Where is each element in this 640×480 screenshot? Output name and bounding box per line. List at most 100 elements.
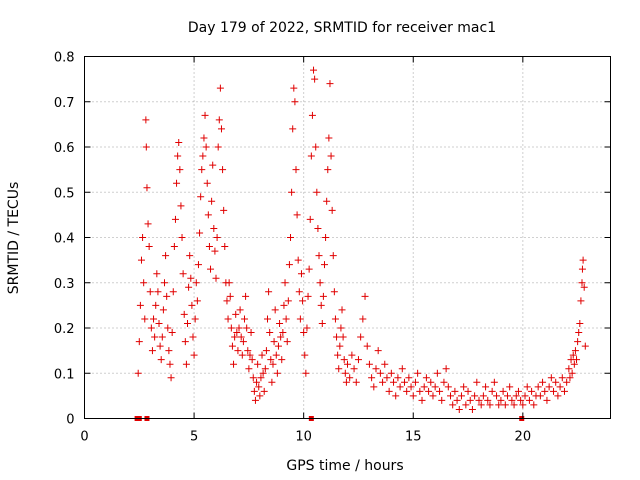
data-point [184,319,192,327]
data-point [214,143,222,151]
data-point [569,351,577,359]
data-point [407,383,415,391]
y-tick-label: 0.2 [54,322,75,337]
data-point [433,369,441,377]
data-point [330,288,338,296]
data-point [177,202,185,210]
data-point [181,338,189,346]
data-point [282,315,290,323]
data-point [223,297,231,305]
data-point [228,342,236,350]
data-point [350,365,358,373]
data-point [357,333,365,341]
data-point [242,292,250,300]
data-point [296,315,304,323]
data-point [536,392,544,400]
data-point [455,405,463,413]
data-point [390,378,398,386]
data-point [363,342,371,350]
data-point [198,166,206,174]
data-point [269,360,277,368]
data-point [460,383,468,391]
data-point [512,392,520,400]
data-point [155,319,163,327]
data-point [211,247,219,255]
data-point [159,306,167,314]
data-point [359,315,367,323]
data-point [444,383,452,391]
data-point [251,396,259,404]
data-point [368,374,376,382]
data-point [299,297,307,305]
data-point [449,401,457,409]
data-point [202,143,210,151]
data-point [308,111,316,119]
data-point [337,324,345,332]
data-point [310,66,318,74]
data-point [246,351,254,359]
data-point [188,301,196,309]
chart-title: Day 179 of 2022, SRMTID for receiver mac… [188,20,496,36]
data-point [425,387,433,395]
data-point [189,333,197,341]
data-point [323,197,331,205]
data-point [236,306,244,314]
data-point [570,360,578,368]
data-point [239,338,247,346]
data-point [152,301,160,309]
data-point [521,392,529,400]
data-point [139,234,147,241]
data-point [335,365,343,373]
data-point [294,256,302,264]
data-point [427,378,435,386]
data-point [160,279,168,287]
data-point [385,387,393,395]
data-point [196,229,204,237]
data-point [175,138,183,146]
data-point [387,369,395,377]
data-point [164,324,172,332]
data-point [306,215,314,223]
y-tick-label: 0.1 [54,367,75,382]
data-point [274,342,282,350]
data-point [280,301,288,309]
data-point [212,274,220,282]
data-point [231,333,239,341]
data-point [482,383,490,391]
data-point [283,338,291,346]
data-point [224,315,232,323]
data-point [411,378,419,386]
data-point [514,387,522,395]
data-point [315,252,323,260]
data-point [301,351,309,359]
data-point [209,161,217,169]
data-point [254,360,262,368]
data-point [438,396,446,404]
data-point [137,256,145,264]
data-point [541,387,549,395]
data-point [249,374,257,382]
data-point [272,351,280,359]
data-point [336,342,344,350]
data-point [320,261,328,269]
data-point [289,125,297,133]
data-point [304,292,312,300]
data-point [506,383,514,391]
data-point [157,356,165,364]
y-tick-label: 0.3 [54,277,75,292]
data-point [279,329,287,337]
data-point [539,378,547,386]
data-point [300,329,308,337]
data-point [333,333,341,341]
data-point [329,252,337,260]
data-point [144,220,152,228]
data-point [210,224,218,232]
data-point [166,360,174,368]
data-point [297,270,305,278]
data-point [493,392,501,400]
data-point [194,261,202,269]
data-point [256,392,264,400]
data-point [215,116,223,124]
data-point [547,374,555,382]
